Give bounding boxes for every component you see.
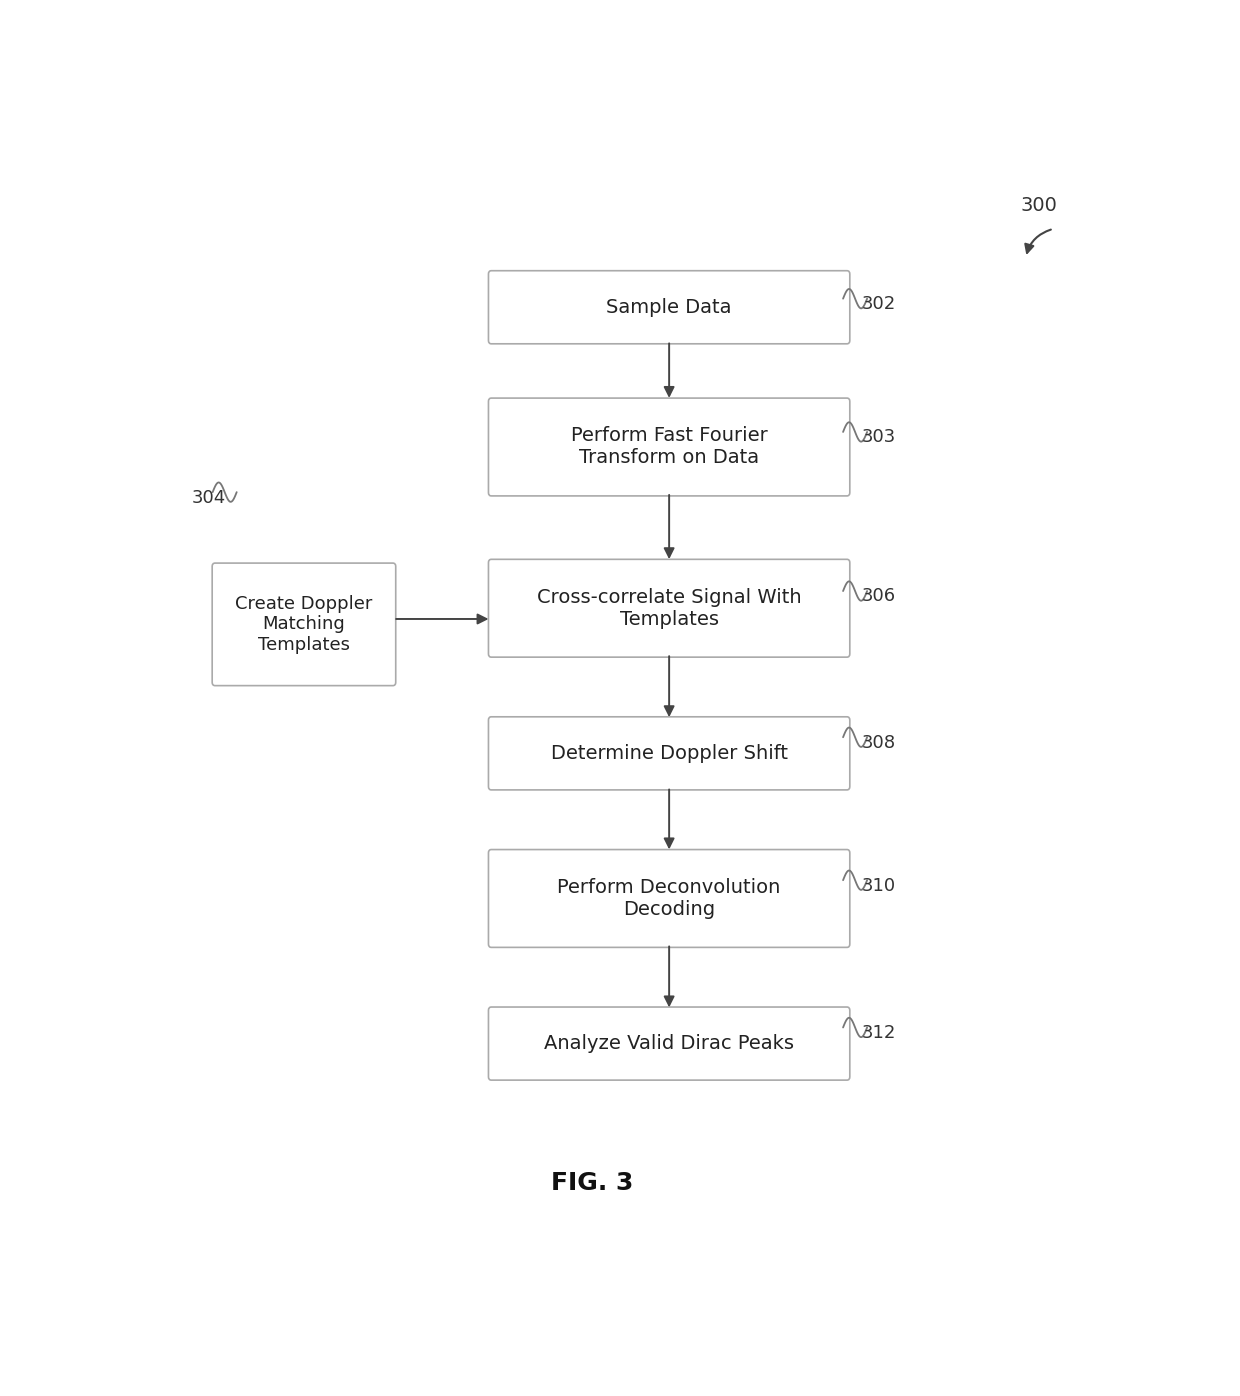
FancyBboxPatch shape [212, 563, 396, 685]
Text: Create Doppler
Matching
Templates: Create Doppler Matching Templates [236, 595, 373, 655]
Text: FIG. 3: FIG. 3 [551, 1171, 634, 1195]
Text: 306: 306 [862, 588, 895, 606]
Text: 310: 310 [862, 877, 895, 895]
FancyBboxPatch shape [489, 1007, 849, 1081]
FancyBboxPatch shape [489, 716, 849, 790]
FancyBboxPatch shape [489, 850, 849, 948]
Text: 300: 300 [1021, 195, 1058, 215]
Text: Determine Doppler Shift: Determine Doppler Shift [551, 744, 787, 762]
Text: 312: 312 [862, 1023, 895, 1041]
Text: 304: 304 [191, 489, 226, 507]
Text: Perform Deconvolution
Decoding: Perform Deconvolution Decoding [558, 878, 781, 919]
Text: Perform Fast Fourier
Transform on Data: Perform Fast Fourier Transform on Data [570, 427, 768, 468]
FancyBboxPatch shape [489, 271, 849, 343]
Text: Sample Data: Sample Data [606, 297, 732, 317]
Text: Analyze Valid Dirac Peaks: Analyze Valid Dirac Peaks [544, 1034, 794, 1053]
Text: 303: 303 [862, 429, 895, 447]
Text: 308: 308 [862, 734, 895, 751]
Text: 302: 302 [862, 295, 895, 313]
Text: Cross-correlate Signal With
Templates: Cross-correlate Signal With Templates [537, 588, 801, 628]
FancyBboxPatch shape [489, 560, 849, 658]
FancyBboxPatch shape [489, 398, 849, 496]
